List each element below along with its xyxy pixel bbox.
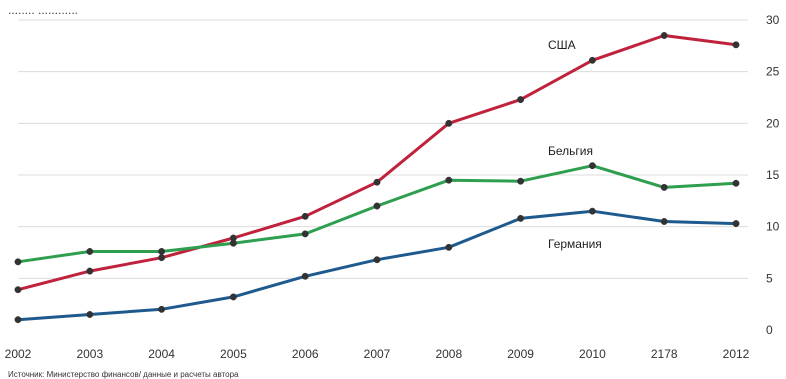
y-tick-label: 25: [766, 65, 780, 79]
data-point: [517, 177, 525, 185]
x-tick-label: 2004: [148, 347, 175, 361]
series-label: Бельгия: [548, 144, 593, 158]
y-axis: 0 5 10 15 20 25 30: [766, 13, 780, 337]
data-point: [158, 305, 166, 313]
x-tick-label: 2003: [76, 347, 103, 361]
y-tick-label: 5: [766, 271, 773, 285]
x-tick-label: 2178: [651, 347, 678, 361]
data-point: [86, 311, 94, 318]
series-label: США: [548, 38, 576, 52]
data-point: [229, 293, 237, 301]
data-point: [158, 254, 166, 262]
series-lines: [16, 34, 738, 322]
data-point: [301, 272, 309, 280]
data-point: [14, 286, 22, 294]
data-point: [732, 41, 740, 49]
y-tick-label: 30: [766, 13, 780, 27]
data-point: [732, 179, 740, 187]
series-labels: США Бельгия Германия: [548, 38, 602, 251]
data-point: [301, 212, 309, 220]
y-tick-label: 15: [766, 168, 780, 182]
data-point: [229, 239, 237, 247]
data-point: [301, 230, 309, 238]
data-point: [14, 258, 22, 266]
data-point: [373, 178, 381, 186]
x-tick-label: 2012: [723, 347, 750, 361]
x-tick-label: 2009: [507, 347, 534, 361]
x-axis: 2002 2003 2004 2005 2006 2007 2008 2009 2010 2178…: [5, 347, 750, 361]
data-point: [660, 32, 668, 39]
data-point: [86, 248, 94, 255]
data-point: [445, 243, 453, 251]
data-point: [732, 220, 740, 228]
x-tick-label: 2002: [5, 347, 32, 361]
data-point: [14, 316, 22, 324]
data-point: [517, 214, 525, 222]
x-tick-label: 2010: [579, 347, 606, 361]
data-point: [86, 267, 94, 275]
data-point: [660, 218, 668, 225]
data-point: [373, 202, 381, 210]
x-tick-label: 2006: [292, 347, 319, 361]
series-label: Германия: [548, 237, 602, 251]
y-tick-label: 10: [766, 220, 780, 234]
data-point: [445, 119, 453, 127]
chart-title: ........ ............: [8, 3, 78, 17]
x-tick-label: 2007: [364, 347, 391, 361]
data-point: [660, 183, 668, 191]
source-note: Источник: Министерство финансов/ данные …: [8, 370, 239, 379]
data-point: [588, 56, 596, 64]
x-tick-label: 2005: [220, 347, 247, 361]
y-tick-label: 0: [766, 323, 773, 337]
data-point: [588, 162, 596, 170]
x-tick-label: 2008: [435, 347, 462, 361]
grid: [18, 19, 748, 279]
data-point: [158, 248, 166, 255]
data-point: [445, 176, 453, 184]
data-points: [14, 32, 740, 324]
data-point: [588, 207, 596, 215]
y-tick-label: 20: [766, 116, 780, 130]
data-point: [517, 96, 525, 104]
data-point: [373, 256, 381, 264]
